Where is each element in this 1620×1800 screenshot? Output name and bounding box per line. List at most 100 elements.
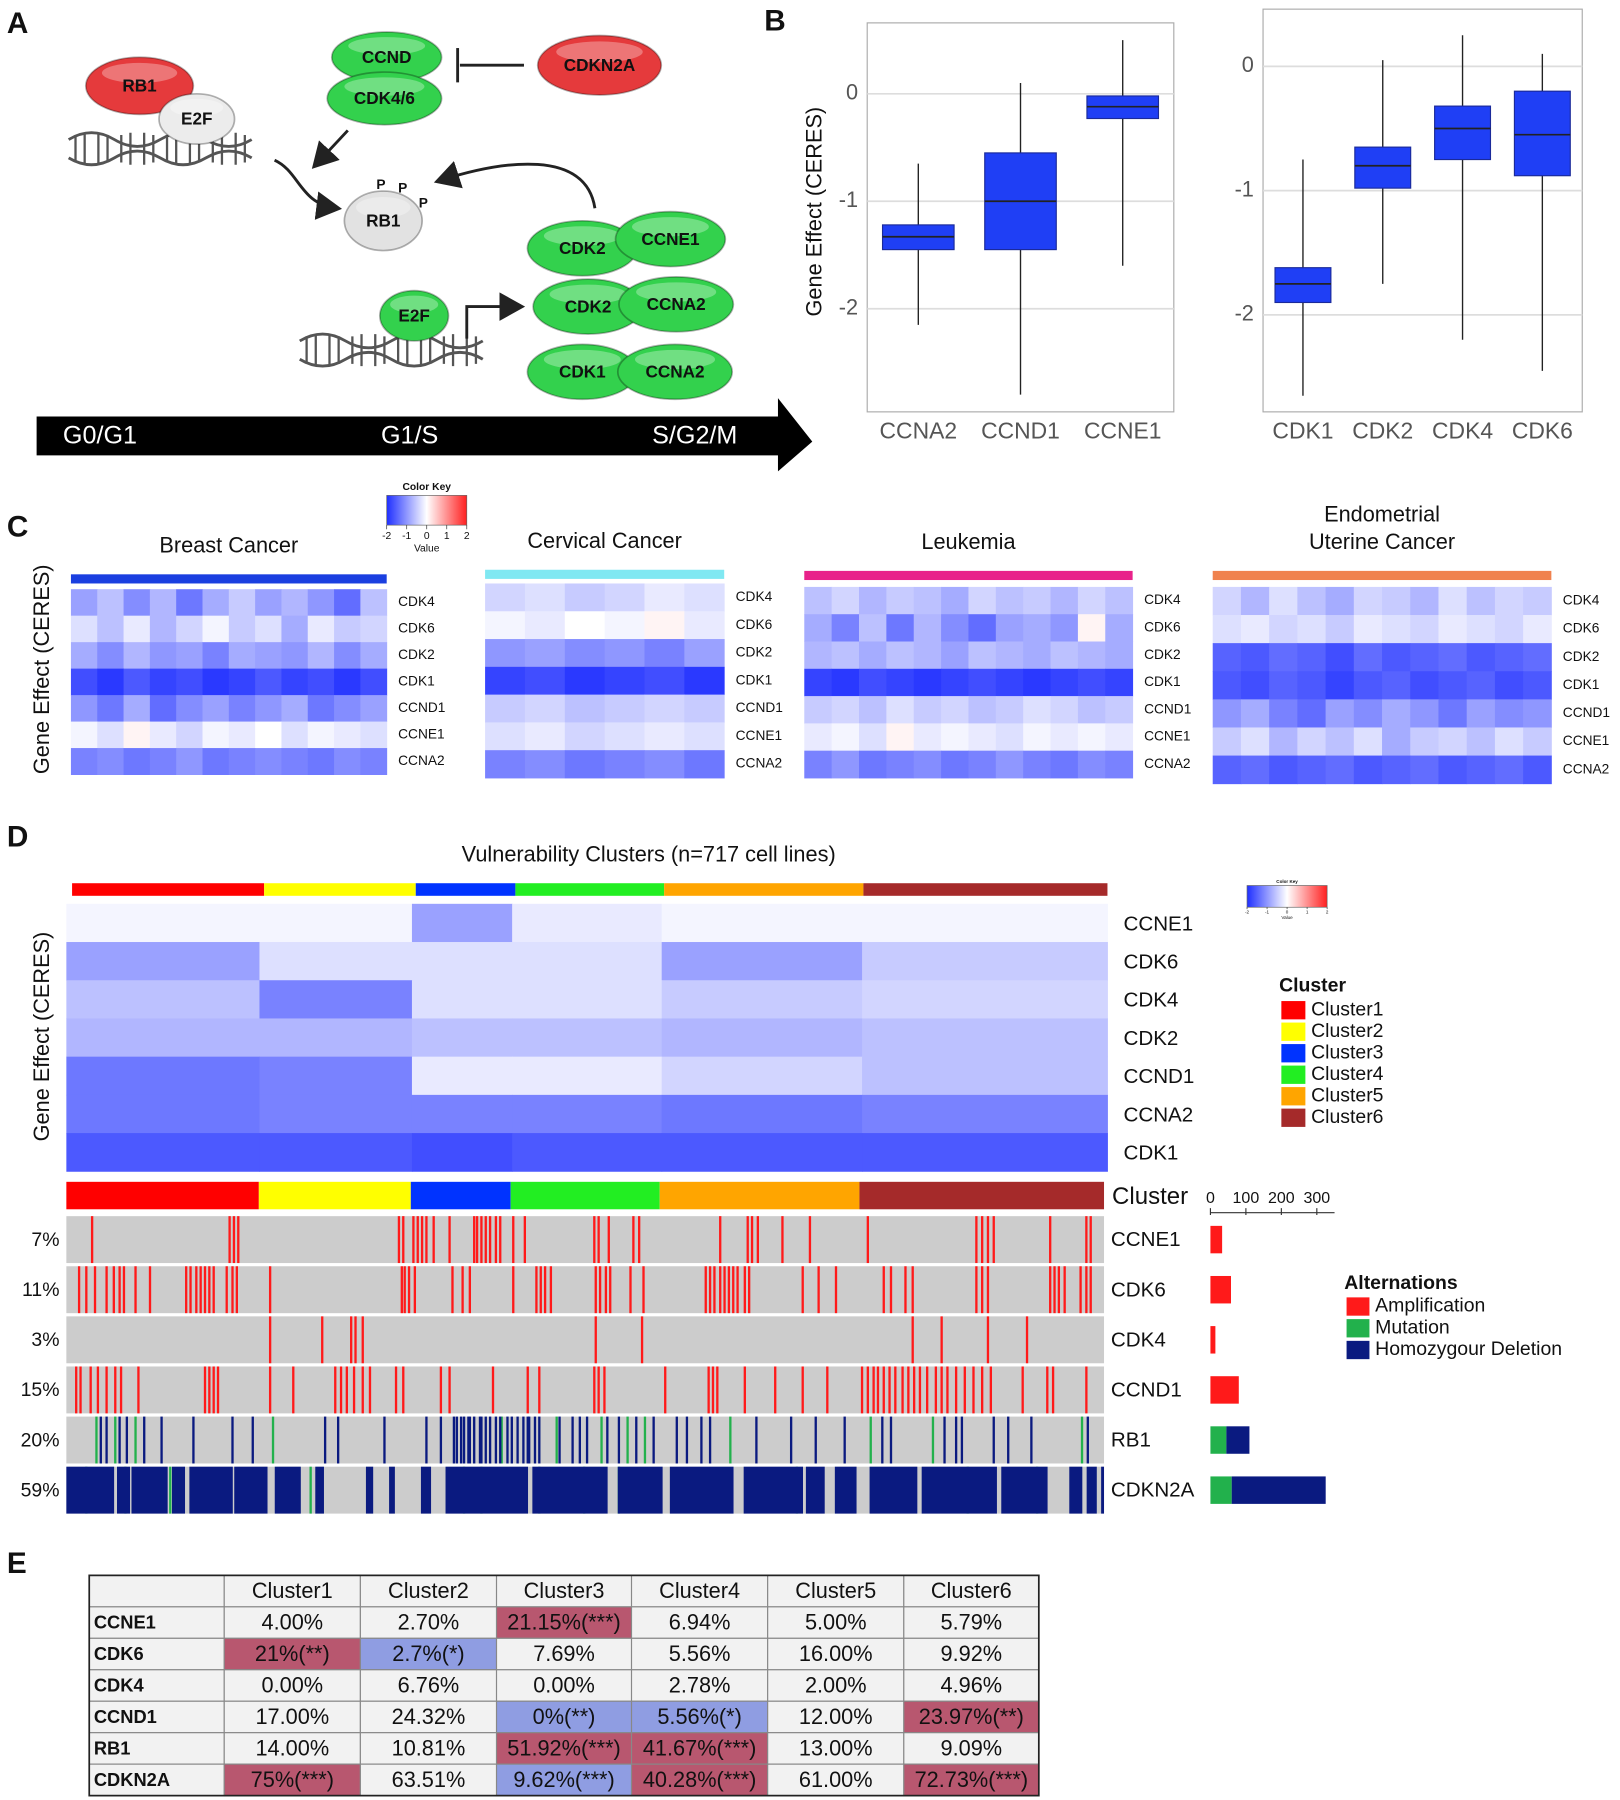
heat-cell <box>1269 755 1298 785</box>
heat-cell <box>202 642 230 670</box>
alteration <box>118 1416 121 1464</box>
key-tick-label: 0 <box>424 531 430 542</box>
heat-cell <box>512 1133 663 1172</box>
panel-label: D <box>7 820 28 853</box>
alteration <box>506 1416 509 1464</box>
alteration <box>781 1216 784 1264</box>
row-label: CCNE1 <box>1144 729 1191 744</box>
alteration <box>462 1416 466 1464</box>
alteration <box>1101 1466 1105 1514</box>
alteration <box>361 1366 364 1414</box>
alteration <box>439 1366 443 1414</box>
heat-cell <box>281 748 309 775</box>
alteration <box>488 1216 492 1264</box>
alteration <box>986 1266 990 1314</box>
alteration <box>750 1216 754 1264</box>
alteration <box>746 1216 749 1264</box>
protein-shine <box>549 284 627 304</box>
heat-cell <box>360 615 388 643</box>
alteration <box>743 1466 803 1514</box>
heat-cell <box>97 695 125 723</box>
heat-cell <box>512 1018 663 1058</box>
alteration <box>413 1266 417 1314</box>
cell-text: 2.00% <box>805 1672 867 1697</box>
alteration <box>597 1366 600 1414</box>
legend-swatch <box>1346 1297 1370 1316</box>
alteration <box>268 1266 272 1314</box>
heat-cell <box>307 695 335 723</box>
header-label: Cluster3 <box>524 1578 605 1603</box>
heat-cell <box>1269 615 1298 644</box>
heat-cell <box>411 903 513 943</box>
panel-label: E <box>7 1547 27 1580</box>
heat-cell <box>941 668 969 697</box>
heat-cell <box>1523 755 1552 785</box>
heat-cell <box>1466 671 1496 700</box>
alteration <box>869 1416 872 1464</box>
heat-cell <box>1297 586 1327 616</box>
alteration <box>708 1416 712 1464</box>
legend-swatch <box>1346 1340 1370 1360</box>
heat-cell <box>334 642 361 670</box>
heat-cell <box>1382 586 1411 616</box>
heat-cell <box>1297 615 1327 644</box>
heat-cell <box>411 980 513 1019</box>
cell-text: 0.00% <box>262 1672 324 1697</box>
count-bar <box>1210 1326 1216 1354</box>
gene-cell <box>88 1669 225 1702</box>
alteration <box>934 1366 938 1414</box>
heat-cell <box>968 641 997 670</box>
alteration <box>911 1266 914 1314</box>
heat-cell <box>1494 671 1524 700</box>
heat-cell <box>1077 614 1106 642</box>
heat-cell <box>524 666 566 696</box>
alteration <box>452 1416 456 1464</box>
table-cell <box>359 1606 498 1639</box>
alteration <box>85 1266 88 1314</box>
row-label: CCND1 <box>736 700 783 715</box>
row-label: CDK6 <box>1563 621 1600 636</box>
alteration <box>1049 1216 1052 1264</box>
heat-cell <box>1523 643 1552 672</box>
heat-cell <box>1212 699 1242 728</box>
alteration <box>700 1416 703 1464</box>
alteration <box>888 1366 891 1414</box>
heat-cell <box>1297 727 1327 757</box>
heat-cell <box>307 748 335 775</box>
row-label: CCNA2 <box>1563 761 1610 776</box>
heat-cell <box>1325 643 1355 672</box>
alteration <box>669 1466 734 1514</box>
plot-area <box>1262 8 1583 413</box>
alteration <box>192 1416 195 1464</box>
x-tick-label: CDK4 <box>1432 418 1493 444</box>
heat-cell <box>661 1133 863 1172</box>
protein <box>158 92 236 146</box>
alteration <box>345 1366 348 1414</box>
heatmap-title: Leukemia <box>921 529 1016 554</box>
heat-cell <box>411 1133 513 1172</box>
heat-cell <box>255 748 282 775</box>
legend-swatch <box>1281 1044 1306 1063</box>
row-label: CCND1 <box>398 700 445 715</box>
cell-text: 10.81% <box>392 1735 466 1760</box>
alteration <box>617 1466 663 1514</box>
alteration <box>131 1466 168 1514</box>
heat-cell <box>485 611 526 640</box>
x-tick-label: 0 <box>1206 1190 1215 1207</box>
protein-shine <box>556 41 643 63</box>
alteration <box>432 1216 435 1264</box>
heat-cell <box>913 696 942 724</box>
alteration <box>535 1266 538 1314</box>
phosphate: P <box>398 180 407 195</box>
y-tick-label: -2 <box>839 294 858 319</box>
alteration <box>538 1366 541 1414</box>
alteration <box>889 1416 893 1464</box>
alteration <box>522 1416 525 1464</box>
heat-cell <box>524 694 566 723</box>
row-label: CCND1 <box>1563 705 1610 720</box>
heat-cell <box>485 666 526 696</box>
heat-cell <box>661 903 863 943</box>
alteration <box>350 1316 353 1364</box>
gene-name: CCNE1 <box>94 1612 156 1633</box>
alteration <box>834 1466 857 1514</box>
